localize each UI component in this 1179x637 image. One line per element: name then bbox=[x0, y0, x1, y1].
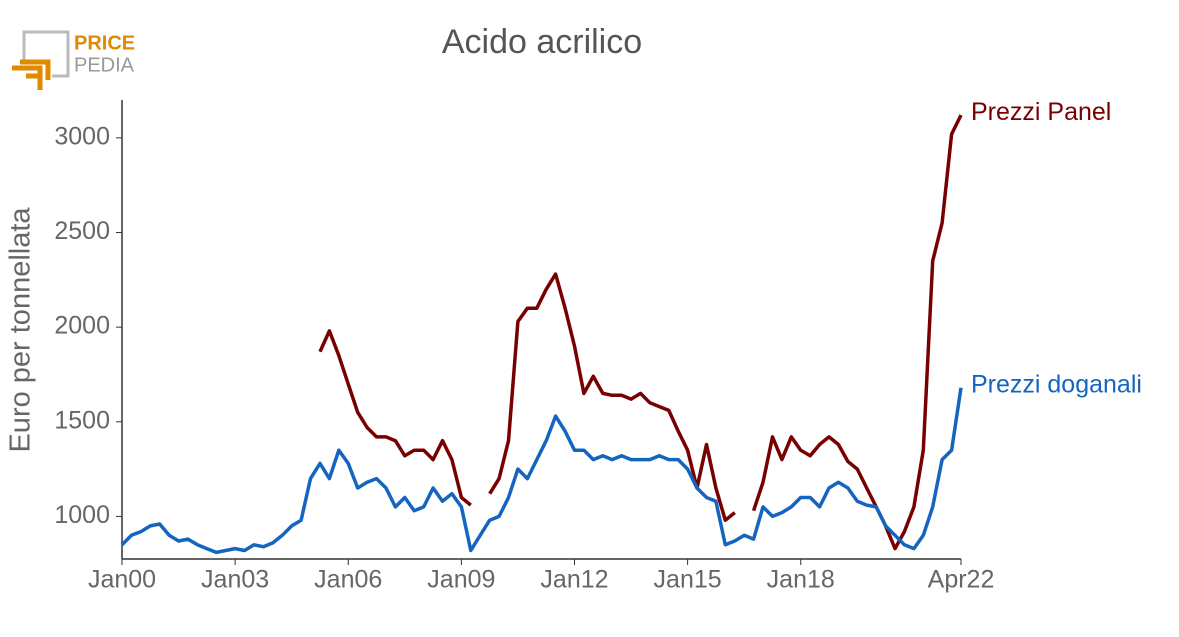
y-tick-label: 2500 bbox=[54, 217, 110, 245]
y-tick-label: 3000 bbox=[54, 122, 110, 150]
logo-top: PRICE bbox=[74, 32, 135, 54]
x-tick-label: Jan15 bbox=[654, 566, 722, 594]
x-tick-label: Jan06 bbox=[314, 566, 382, 594]
series-label: Prezzi Panel bbox=[971, 98, 1111, 126]
x-tick-label: Apr22 bbox=[928, 566, 995, 594]
x-tick-label: Jan03 bbox=[201, 566, 269, 594]
y-tick-label: 1000 bbox=[54, 501, 110, 529]
x-tick-label: Jan18 bbox=[767, 566, 835, 594]
chart-title: Acido acrilico bbox=[442, 23, 642, 61]
series-line bbox=[318, 114, 963, 551]
series-line bbox=[120, 387, 963, 555]
y-tick-label: 1500 bbox=[54, 406, 110, 434]
y-axis-label: Euro per tonnellata bbox=[5, 207, 37, 453]
y-tick-label: 2000 bbox=[54, 312, 110, 340]
logo: PRICE PEDIA bbox=[12, 30, 135, 90]
x-tick-label: Jan00 bbox=[88, 566, 156, 594]
x-tick-label: Jan09 bbox=[427, 566, 495, 594]
x-tick-label: Jan12 bbox=[540, 566, 608, 594]
logo-bottom: PEDIA bbox=[74, 54, 135, 76]
series-label: Prezzi doganali bbox=[971, 370, 1142, 398]
